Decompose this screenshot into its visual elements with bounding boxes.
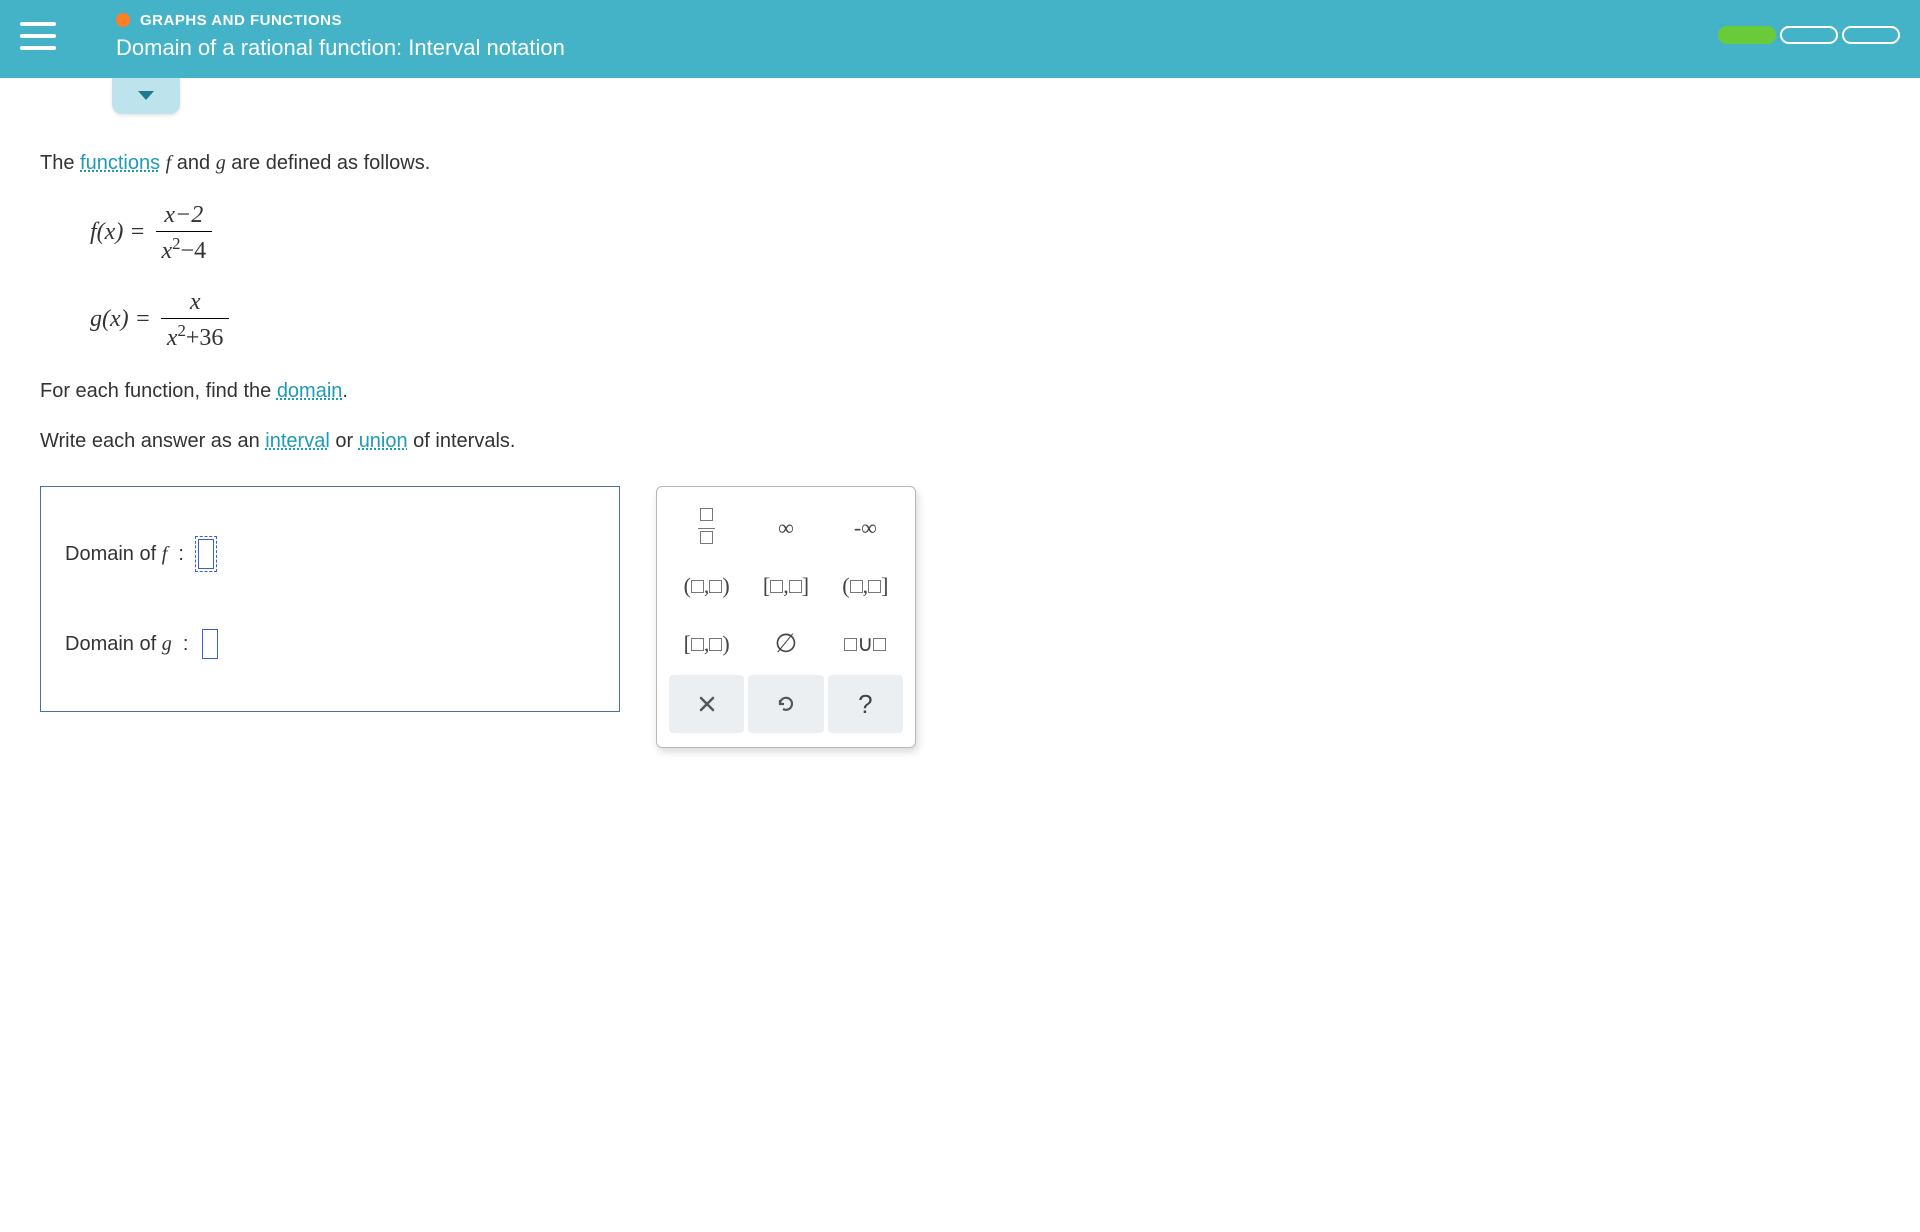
key-closed-closed[interactable]: [,] — [746, 557, 825, 615]
progress-seg-2 — [1780, 26, 1838, 44]
term-interval[interactable]: interval — [265, 430, 329, 452]
domain-f-input[interactable] — [198, 539, 214, 569]
prompt-line-2: Write each answer as an interval or unio… — [40, 426, 1880, 456]
progress-seg-3 — [1842, 26, 1900, 44]
key-union[interactable]: ∪ — [826, 615, 905, 673]
hamburger-icon[interactable] — [20, 22, 56, 50]
header-text: GRAPHS AND FUNCTIONS Domain of a rationa… — [116, 12, 565, 61]
question-content: The functions f and g are defined as fol… — [0, 78, 1920, 788]
term-domain[interactable]: domain — [277, 380, 343, 402]
key-open-closed[interactable]: (,] — [826, 557, 905, 615]
app-header: GRAPHS AND FUNCTIONS Domain of a rationa… — [0, 0, 1920, 78]
category-dot-icon — [116, 13, 130, 27]
progress-seg-1 — [1718, 26, 1776, 44]
fraction-f: x−2 x2−4 — [156, 202, 213, 265]
prompt-line-1: For each function, find the domain. — [40, 376, 1880, 406]
key-infinity[interactable]: ∞ — [746, 499, 825, 557]
math-keypad: ∞ -∞ (,) [,] (,] [,) ∅ ∪ ? — [656, 486, 916, 748]
fraction-g: x x2+36 — [161, 289, 230, 352]
close-icon — [698, 695, 716, 713]
key-neg-infinity[interactable]: -∞ — [826, 499, 905, 557]
fraction-icon — [698, 508, 715, 549]
key-open-open[interactable]: (,) — [667, 557, 746, 615]
category-text: GRAPHS AND FUNCTIONS — [140, 12, 342, 29]
answer-row-f: Domain of f : — [65, 539, 595, 569]
domain-g-input[interactable] — [202, 629, 218, 659]
answer-label-g: Domain of g : — [65, 633, 188, 656]
term-functions[interactable]: functions — [80, 152, 160, 174]
intro-line: The functions f and g are defined as fol… — [40, 148, 1880, 178]
undo-icon — [776, 694, 796, 714]
answer-label-f: Domain of f : — [65, 543, 184, 566]
answer-row-g: Domain of g : — [65, 629, 595, 659]
key-help[interactable]: ? — [828, 675, 903, 733]
key-clear[interactable] — [669, 675, 744, 733]
term-union[interactable]: union — [359, 430, 408, 452]
key-fraction[interactable] — [667, 499, 746, 557]
answer-box: Domain of f : Domain of g : — [40, 486, 620, 712]
equation-f: f(x) = x−2 x2−4 — [90, 202, 1880, 265]
progress-indicator — [1718, 26, 1900, 44]
page-title: Domain of a rational function: Interval … — [116, 35, 565, 61]
key-closed-open[interactable]: [,) — [667, 615, 746, 673]
category-label: GRAPHS AND FUNCTIONS — [116, 12, 565, 29]
equation-g: g(x) = x x2+36 — [90, 289, 1880, 352]
key-empty-set[interactable]: ∅ — [746, 615, 825, 673]
key-undo[interactable] — [748, 675, 823, 733]
